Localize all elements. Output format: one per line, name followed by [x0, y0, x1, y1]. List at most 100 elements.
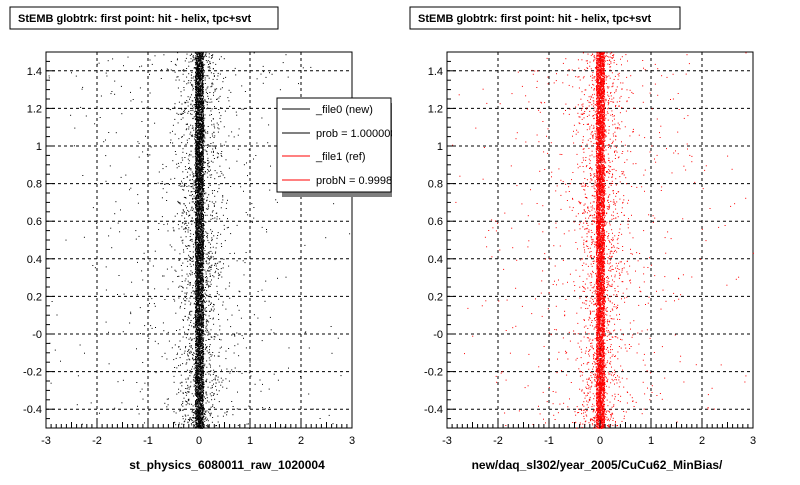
scatter-point [202, 374, 203, 375]
scatter-point [195, 110, 196, 111]
scatter-point [203, 153, 204, 154]
scatter-point [198, 361, 199, 362]
scatter-point [197, 391, 198, 392]
scatter-point [195, 249, 196, 250]
scatter-point [200, 168, 201, 169]
scatter-point [203, 64, 204, 65]
scatter-point [198, 156, 199, 157]
scatter-point [198, 300, 199, 301]
scatter-point [195, 331, 196, 332]
scatter-point [198, 404, 199, 405]
scatter-point [200, 263, 201, 264]
scatter-point [196, 105, 197, 106]
scatter-point [200, 53, 201, 54]
scatter-point [200, 398, 201, 399]
scatter-point [197, 426, 198, 427]
scatter-point [202, 312, 203, 313]
scatter-point [196, 169, 197, 170]
scatter-point [200, 231, 201, 232]
scatter-point [195, 71, 196, 72]
scatter-point [196, 57, 197, 58]
scatter-point [202, 130, 203, 131]
scatter-point [198, 156, 199, 157]
scatter-point [200, 301, 201, 302]
scatter-point [201, 235, 202, 236]
scatter-point [196, 165, 197, 166]
scatter-point [198, 170, 199, 171]
scatter-point [198, 350, 199, 351]
scatter-point [200, 137, 201, 138]
scatter-point [196, 149, 197, 150]
scatter-point [196, 72, 197, 73]
scatter-point [195, 275, 196, 276]
scatter-point [197, 159, 198, 160]
scatter-point [203, 261, 204, 262]
scatter-point [201, 102, 202, 103]
scatter-point [202, 71, 203, 72]
scatter-point [203, 158, 204, 159]
scatter-point [195, 223, 196, 224]
scatter-point [199, 165, 200, 166]
scatter-point [200, 144, 201, 145]
scatter-point [195, 262, 196, 263]
scatter-point [200, 211, 201, 212]
scatter-point [198, 406, 199, 407]
scatter-point [198, 249, 199, 250]
scatter-point [197, 326, 198, 327]
scatter-point [200, 333, 201, 334]
scatter-point [199, 346, 200, 347]
scatter-point [197, 215, 198, 216]
scatter-point [196, 259, 197, 260]
scatter-point [202, 272, 203, 273]
scatter-point [197, 168, 198, 169]
scatter-point [200, 404, 201, 405]
scatter-point [198, 147, 199, 148]
scatter-point [199, 392, 200, 393]
scatter-point [195, 312, 196, 313]
scatter-point [195, 191, 196, 192]
scatter-point [200, 118, 201, 119]
scatter-point [201, 306, 202, 307]
scatter-point [200, 418, 201, 419]
scatter-point [196, 123, 197, 124]
scatter-point [202, 135, 203, 136]
scatter-point [196, 106, 197, 107]
scatter-point [200, 379, 201, 380]
scatter-point [198, 101, 199, 102]
scatter-point [201, 90, 202, 91]
scatter-point [203, 223, 204, 224]
scatter-point [202, 94, 203, 95]
scatter-point [201, 273, 202, 274]
scatter-point [198, 384, 199, 385]
scatter-point [199, 385, 200, 386]
scatter-point [199, 201, 200, 202]
scatter-point [195, 306, 196, 307]
scatter-point [198, 75, 199, 76]
scatter-point [199, 348, 200, 349]
scatter-point [195, 370, 196, 371]
scatter-point [198, 401, 199, 402]
scatter-point [202, 233, 203, 234]
scatter-point [199, 219, 200, 220]
scatter-point [201, 161, 202, 162]
scatter-point [197, 344, 198, 345]
scatter-point [200, 236, 201, 237]
scatter-point [201, 413, 202, 414]
scatter-point [200, 314, 201, 315]
scatter-point [200, 66, 201, 67]
scatter-point [198, 233, 199, 234]
scatter-point [199, 84, 200, 85]
scatter-point [195, 253, 196, 254]
scatter-point [203, 195, 204, 196]
scatter-point [199, 111, 200, 112]
scatter-point [195, 127, 196, 128]
scatter-point [202, 408, 203, 409]
scatter-point [199, 101, 200, 102]
scatter-point [202, 281, 203, 282]
scatter-point [196, 306, 197, 307]
scatter-point [198, 210, 199, 211]
scatter-point [196, 236, 197, 237]
scatter-point [196, 60, 197, 61]
scatter-point [203, 335, 204, 336]
scatter-point [201, 270, 202, 271]
